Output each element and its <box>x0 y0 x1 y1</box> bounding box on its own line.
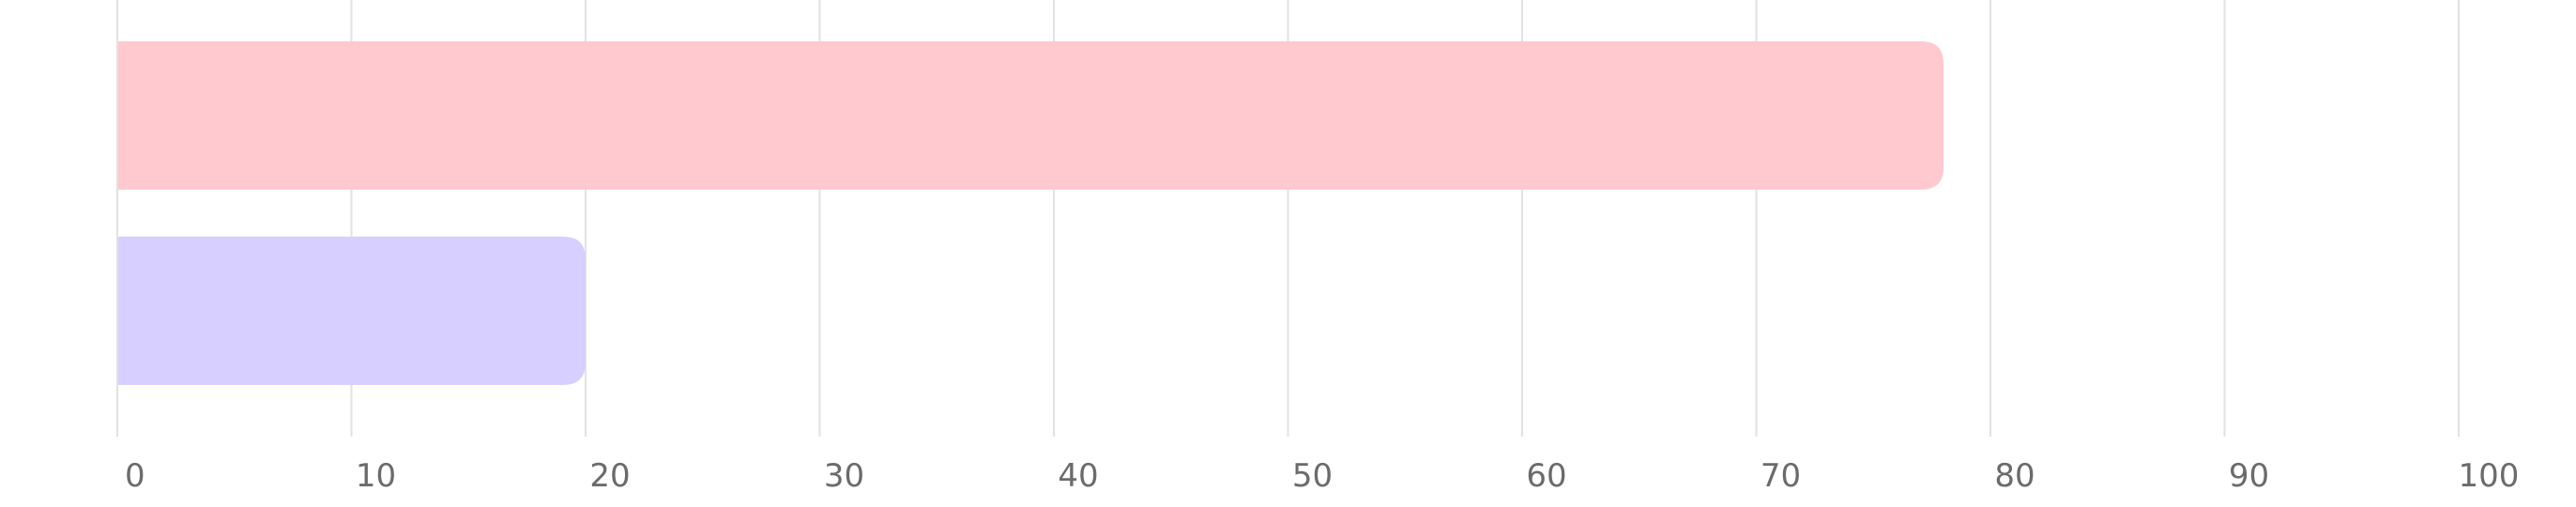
x-tick-label: 40 <box>1058 457 1098 495</box>
x-tick-label: 90 <box>2229 457 2269 495</box>
bars <box>116 0 1944 437</box>
x-tick-label: 50 <box>1292 457 1333 495</box>
x-tick-label: 70 <box>1761 457 1801 495</box>
x-tick-label: 0 <box>125 457 145 495</box>
x-tick-label: 20 <box>589 457 630 495</box>
x-tick-label: 60 <box>1526 457 1566 495</box>
x-axis-ticks: 0 10 20 30 40 50 60 70 80 90 100 <box>125 457 2519 495</box>
bar <box>117 41 1944 190</box>
x-tick-label: 100 <box>2459 457 2520 495</box>
bar <box>117 237 586 385</box>
x-tick-label: 30 <box>824 457 864 495</box>
x-tick-label: 10 <box>356 457 396 495</box>
x-tick-label: 80 <box>1994 457 2035 495</box>
